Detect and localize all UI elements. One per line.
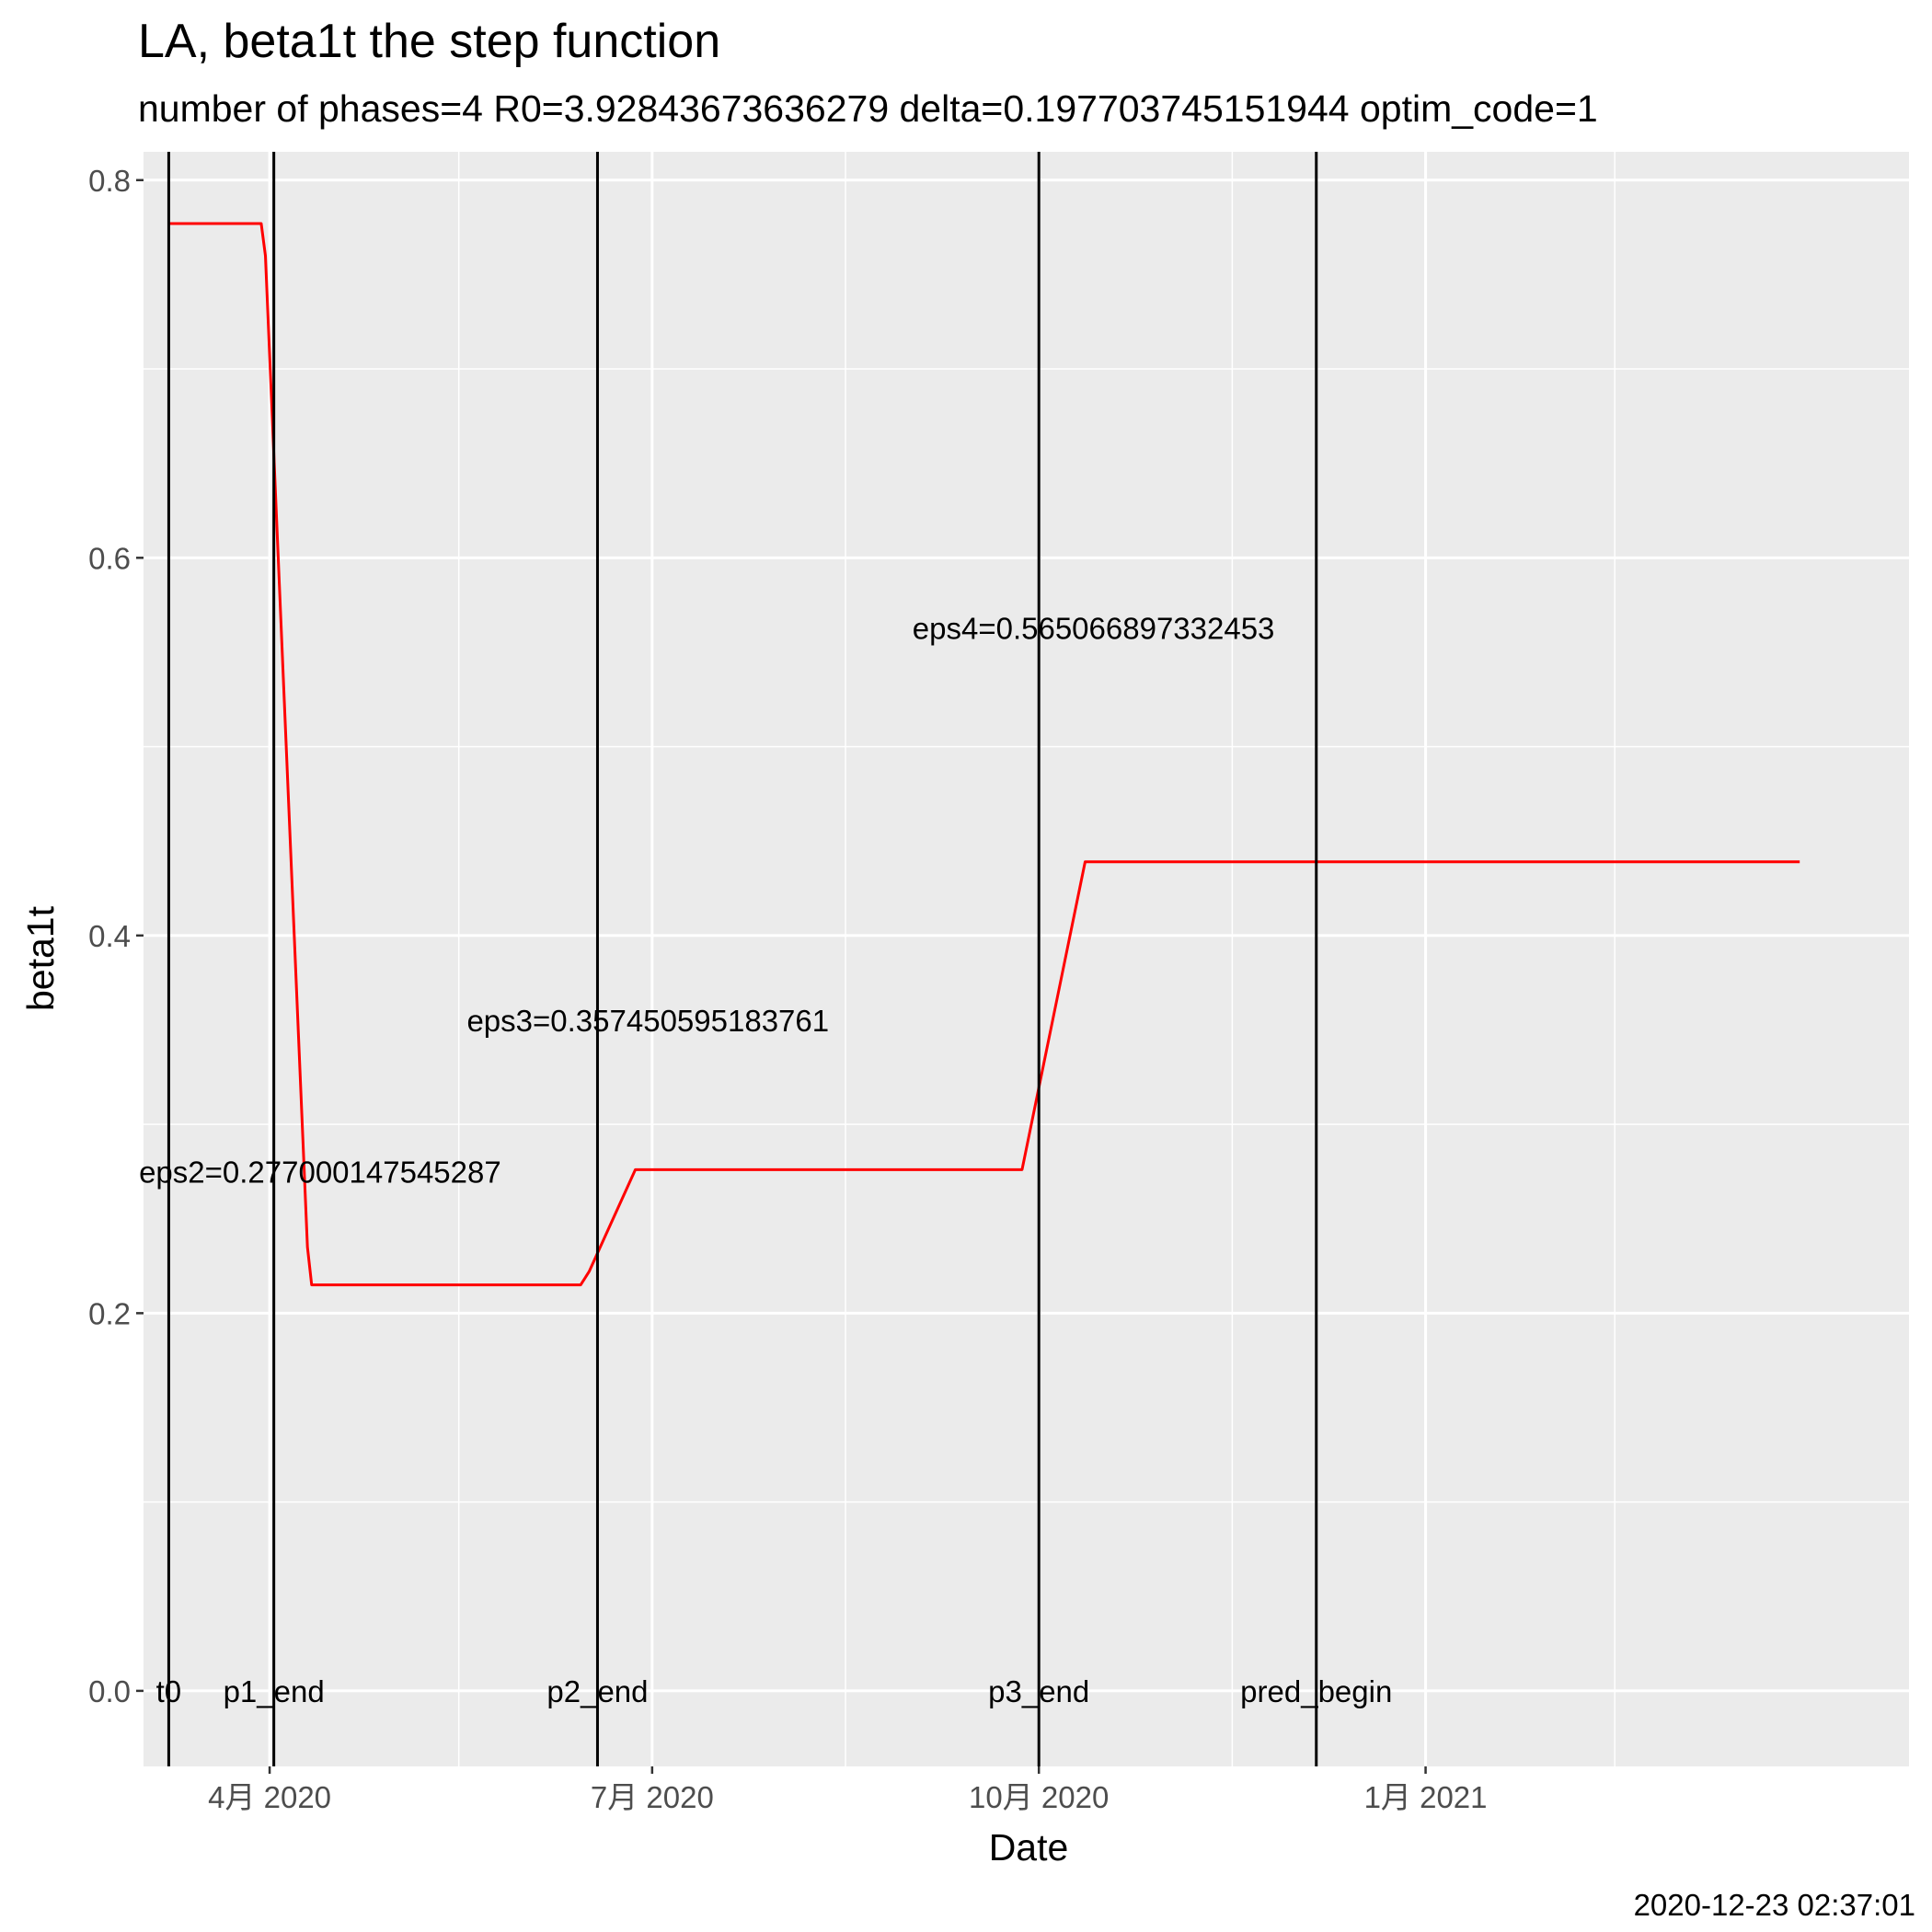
x-axis-title: Date — [989, 1826, 1069, 1869]
plot-panel — [144, 152, 1909, 1766]
phase-boundary-labels: t0 p1_end p2_end p3_end pred_begin — [156, 1674, 1393, 1708]
y-tick-label: 0.2 — [88, 1296, 131, 1330]
eps-annotation: eps4=0.565066897332453 — [913, 611, 1275, 645]
y-tick-label: 0.6 — [88, 541, 131, 575]
eps-annotation: eps3=0.357450595183761 — [466, 1004, 829, 1038]
timestamp-caption: 2020-12-23 02:37:01 — [1634, 1888, 1915, 1922]
chart-subtitle: number of phases=4 R0=3.92843673636279 d… — [138, 87, 1598, 130]
y-axis-tick-labels: 0.0 0.2 0.4 0.6 0.8 — [88, 164, 131, 1708]
phase-boundary-lines — [167, 152, 1318, 1766]
y-tick-label: 0.0 — [88, 1674, 131, 1708]
minor-gridlines — [75, 152, 1909, 1766]
series-layer — [168, 222, 1800, 1287]
chart-title: LA, beta1t the step function — [138, 15, 720, 68]
phase-boundary-label: p3_end — [988, 1674, 1089, 1708]
beta1t-series-line — [168, 222, 1800, 1287]
x-tick-label: 7月 2020 — [591, 1780, 714, 1814]
y-tick-label: 0.8 — [88, 164, 131, 198]
phase-boundary-label: pred_begin — [1240, 1674, 1392, 1708]
eps-annotations: eps2=0.277000147545287 eps3=0.35745059518… — [139, 611, 1274, 1189]
phase-boundary-label: t0 — [156, 1674, 182, 1708]
x-tick-label: 10月 2020 — [969, 1780, 1109, 1814]
phase-boundary-label: p1_end — [224, 1674, 325, 1708]
x-axis-tick-labels: 4月 2020 7月 2020 10月 2020 1月 2021 — [208, 1780, 1487, 1814]
x-tick-label: 4月 2020 — [208, 1780, 331, 1814]
eps-annotation: eps2=0.277000147545287 — [139, 1155, 501, 1189]
y-axis-title: beta1t — [19, 905, 62, 1011]
y-tick-label: 0.4 — [88, 919, 131, 953]
x-tick-label: 1月 2021 — [1364, 1780, 1488, 1814]
phase-boundary-label: p2_end — [546, 1674, 648, 1708]
axis-ticks — [136, 178, 1427, 1774]
